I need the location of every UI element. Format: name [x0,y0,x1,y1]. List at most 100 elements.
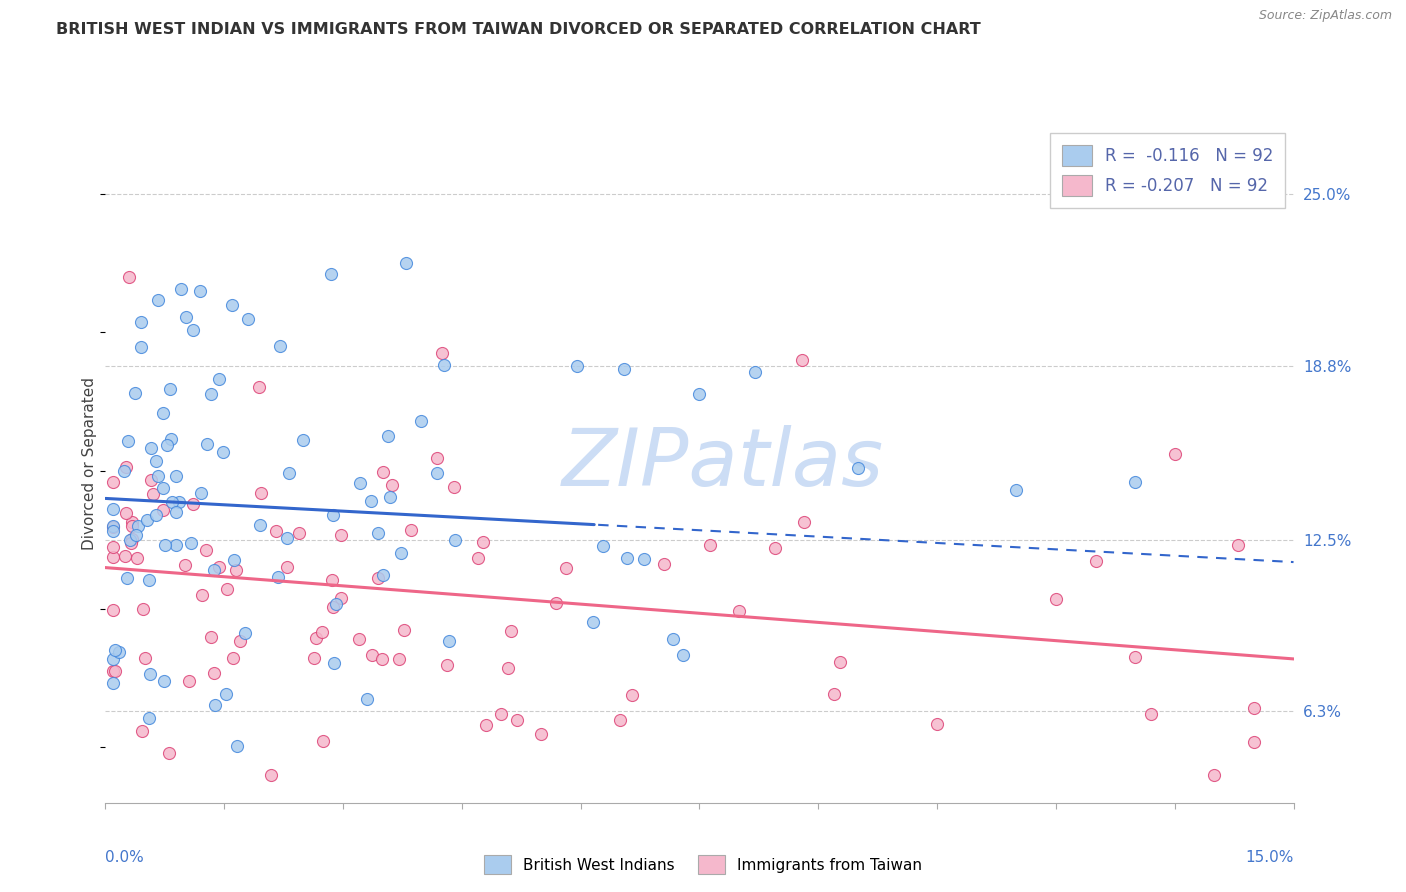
Point [132,602,155,616]
Point [103,603,125,617]
Point [208,372,231,386]
Point [195,437,218,451]
Point [190,284,212,298]
Point [180,536,202,550]
Point [267,570,290,584]
Point [1243,735,1265,749]
Point [155,538,177,552]
Point [208,560,231,574]
Point [436,658,458,673]
Point [138,711,160,725]
Point [215,688,238,702]
Point [389,546,412,560]
Point [581,615,603,629]
Point [1164,447,1187,461]
Point [443,480,465,494]
Point [226,739,249,753]
Point [392,623,415,637]
Point [792,353,814,368]
Point [120,536,142,550]
Point [103,524,125,539]
Point [846,461,869,475]
Text: BRITISH WEST INDIAN VS IMMIGRANTS FROM TAIWAN DIVORCED OR SEPARATED CORRELATION : BRITISH WEST INDIAN VS IMMIGRANTS FROM T… [56,22,981,37]
Point [302,650,325,665]
Point [356,692,378,706]
Point [165,505,187,519]
Text: 0.0%: 0.0% [105,850,145,865]
Point [170,282,193,296]
Point [129,340,152,354]
Point [148,469,170,483]
Point [360,494,382,508]
Point [633,551,655,566]
Point [138,667,160,681]
Point [305,631,328,645]
Point [367,571,389,585]
Point [1227,538,1250,552]
Point [793,515,815,529]
Point [555,561,578,575]
Point [491,707,513,722]
Point [141,473,163,487]
Point [103,549,125,564]
Point [160,495,183,509]
Point [167,495,190,509]
Point [156,438,179,452]
Point [115,506,138,520]
Point [222,553,245,567]
Point [108,645,131,659]
Point [828,655,851,669]
Point [276,531,298,545]
Point [1204,768,1226,782]
Point [200,386,222,401]
Point [103,502,125,516]
Point [221,298,243,312]
Point [763,541,786,555]
Point [269,339,291,353]
Point [1123,475,1146,490]
Point [322,600,344,615]
Point [322,657,344,671]
Point [312,734,335,748]
Point [202,665,225,680]
Point [925,716,948,731]
Point [325,598,347,612]
Point [103,520,125,534]
Point [437,633,460,648]
Point [367,526,389,541]
Point [321,574,343,588]
Point [103,652,125,666]
Point [1005,483,1028,497]
Point [278,467,301,481]
Point [181,497,204,511]
Point [120,533,142,548]
Point [388,652,411,666]
Point [159,382,181,396]
Point [506,713,529,727]
Point [381,477,404,491]
Point [142,487,165,501]
Point [349,476,371,491]
Point [329,591,352,605]
Point [181,322,204,336]
Point [145,454,167,468]
Point [380,491,402,505]
Point [114,460,136,475]
Point [104,664,127,678]
Point [138,573,160,587]
Point [233,625,256,640]
Point [204,698,226,712]
Point [544,596,567,610]
Point [165,468,187,483]
Point [103,665,125,679]
Point [195,543,218,558]
Point [200,630,222,644]
Text: 15.0%: 15.0% [1246,850,1294,865]
Point [1045,592,1067,607]
Point [411,414,433,428]
Point [121,515,143,529]
Point [347,632,370,646]
Point [145,508,167,522]
Point [291,433,314,447]
Point [1084,554,1107,568]
